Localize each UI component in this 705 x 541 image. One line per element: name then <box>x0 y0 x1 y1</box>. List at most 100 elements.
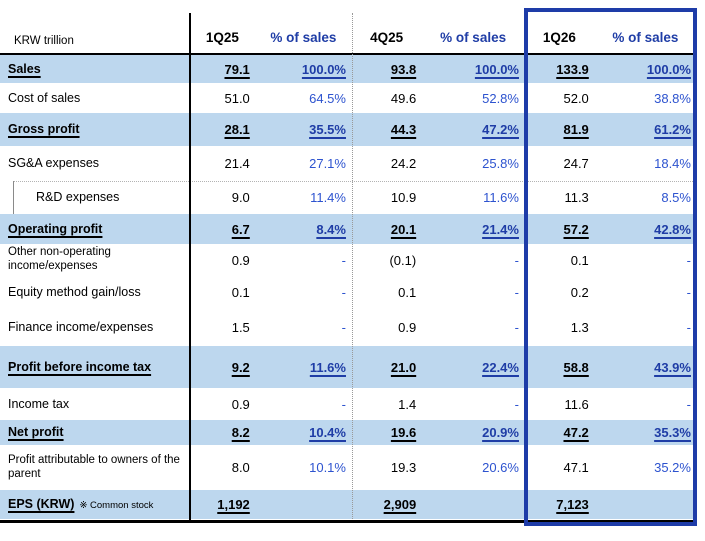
pct-of-sales-cell: - <box>341 396 346 412</box>
row-label: Equity method gain/loss <box>8 285 141 300</box>
pct-of-sales-cell: 64.5% <box>309 90 346 106</box>
value-cell: 47.1 <box>563 460 589 475</box>
pct-of-sales-cell: - <box>514 252 519 268</box>
sub-row-dotted-line <box>13 181 697 182</box>
value-cell: 28.1 <box>224 122 250 137</box>
pct-of-sales-cell: 22.4% <box>482 359 519 375</box>
pct-of-sales-cell: - <box>686 396 691 412</box>
table-row: Profit attributable to owners of the par… <box>0 445 697 490</box>
quarter-1q26-cells: 81.9 61.2% <box>525 113 697 146</box>
pct-of-sales-cell: 10.1% <box>309 460 346 475</box>
quarter-4q25-cells: 10.9 11.6% <box>352 181 525 214</box>
quarter-1q26-cells: 52.0 38.8% <box>525 83 697 113</box>
row-label: SG&A expenses <box>8 156 100 171</box>
pct-of-sales-header-4q25: % of sales <box>440 30 507 45</box>
row-label: Sales <box>8 61 41 76</box>
header-group-1q25: 1Q25 % of sales <box>190 0 352 53</box>
quarter-1q26-cells: 11.6 - <box>525 388 697 420</box>
pct-of-sales-cell: - <box>514 285 519 300</box>
pct-of-sales-cell: 100.0% <box>474 61 519 77</box>
value-cell: (0.1) <box>389 252 417 268</box>
value-cell: 24.7 <box>563 156 589 171</box>
pct-of-sales-cell: 38.8% <box>654 90 691 106</box>
table-row: R&D expenses 9.0 11.4% 10.9 11.6% 11.3 8.5% <box>0 181 697 214</box>
pct-of-sales-cell: 10.4% <box>309 425 346 440</box>
quarter-1q25-cells: 28.1 35.5% <box>190 113 352 146</box>
pct-of-sales-cell: 35.2% <box>654 460 691 475</box>
table-body: Sales 79.1 100.0% 93.8 100.0% 133.9 100.0% Cost… <box>0 55 697 519</box>
quarter-4q25-cells: 1.4 - <box>352 388 525 420</box>
quarter-1q25-cells: 6.7 8.4% <box>190 214 352 244</box>
quarter-1q25-cells: 1.5 - <box>190 309 352 346</box>
quarter-1q26-cells: 133.9 100.0% <box>525 55 697 83</box>
row-label: Cost of sales <box>8 90 81 105</box>
label-column-divider-line <box>189 13 191 521</box>
table-row: Finance income/expenses 1.5 - 0.9 - 1.3 - <box>0 309 697 346</box>
value-cell: 81.9 <box>563 122 589 137</box>
pct-of-sales-cell: 18.4% <box>654 156 691 171</box>
value-cell: 10.9 <box>390 190 417 205</box>
table-bottom-border <box>0 520 697 523</box>
pct-of-sales-cell: 100.0% <box>301 61 346 77</box>
pct-of-sales-cell: 20.9% <box>482 425 519 440</box>
value-cell: 79.1 <box>224 61 250 77</box>
quarter-group-divider-dotted-line <box>352 13 353 521</box>
row-label: Net profit <box>8 425 64 440</box>
quarter-1q25-cells: 51.0 64.5% <box>190 83 352 113</box>
pct-of-sales-cell: - <box>686 285 691 300</box>
value-cell: 19.3 <box>390 460 417 475</box>
value-cell: 8.0 <box>231 460 250 475</box>
pct-of-sales-cell: 61.2% <box>654 122 691 137</box>
quarter-4q25-cells: 2,909 <box>352 490 525 519</box>
pct-of-sales-cell: 21.4% <box>482 221 519 237</box>
quarter-1q25-cells: 9.2 11.6% <box>190 346 352 388</box>
value-cell: 0.9 <box>398 320 417 335</box>
table-row: Operating profit 6.7 8.4% 20.1 21.4% 57.2 42.8… <box>0 214 697 244</box>
quarter-4q25-cells: (0.1) - <box>352 244 525 276</box>
pct-of-sales-cell: 11.4% <box>310 190 346 205</box>
value-cell: 11.3 <box>564 190 589 205</box>
pct-of-sales-cell: - <box>514 396 519 412</box>
pct-of-sales-cell: 43.9% <box>654 359 691 375</box>
row-label: Operating profit <box>8 221 103 236</box>
value-cell: 9.0 <box>231 190 250 205</box>
row-label: R&D expenses <box>36 190 120 205</box>
table-row: Profit before income tax 9.2 11.6% 21.0 22.4… <box>0 346 697 388</box>
value-cell: 51.0 <box>224 90 250 106</box>
table-row: EPS (KRW) ※ Common stock 1,192 2,909 7,123 <box>0 490 697 519</box>
quarter-4q25-cells: 0.1 - <box>352 276 525 309</box>
table-row: Income tax 0.9 - 1.4 - 11.6 - <box>0 388 697 420</box>
value-cell: 8.2 <box>231 425 250 440</box>
pct-of-sales-cell: 100.0% <box>646 61 691 77</box>
table-row: Net profit 8.2 10.4% 19.6 20.9% 47.2 35.3% <box>0 420 697 445</box>
pct-of-sales-cell: 8.4% <box>316 221 346 237</box>
period-header-1q25: 1Q25 <box>205 30 239 45</box>
period-header-1q26: 1Q26 <box>542 30 576 45</box>
value-cell: 47.2 <box>563 425 589 440</box>
row-label: Profit attributable to owners of the par… <box>8 453 180 480</box>
quarter-1q25-cells: 8.2 10.4% <box>190 420 352 445</box>
quarter-4q25-cells: 93.8 100.0% <box>352 55 525 83</box>
pct-of-sales-cell: 20.6% <box>482 460 519 475</box>
quarter-4q25-cells: 19.6 20.9% <box>352 420 525 445</box>
value-cell: 52.0 <box>563 90 589 106</box>
quarter-1q26-cells: 58.8 43.9% <box>525 346 697 388</box>
quarter-4q25-cells: 49.6 52.8% <box>352 83 525 113</box>
value-cell: 49.6 <box>390 90 417 106</box>
quarter-1q26-cells: 11.3 8.5% <box>525 181 697 214</box>
value-cell: 20.1 <box>390 221 417 237</box>
value-cell: 93.8 <box>390 61 417 77</box>
pct-of-sales-cell: 47.2% <box>482 122 519 137</box>
pct-of-sales-cell: 35.3% <box>654 425 691 440</box>
pct-of-sales-cell: - <box>686 320 691 335</box>
header-group-4q25: 4Q25 % of sales <box>352 0 525 53</box>
value-cell: 133.9 <box>556 61 589 77</box>
pct-of-sales-cell: - <box>341 285 346 300</box>
pct-of-sales-cell: 11.6% <box>309 359 346 375</box>
pct-of-sales-cell: 11.6% <box>483 190 519 205</box>
pct-of-sales-cell: 42.8% <box>654 221 691 237</box>
value-cell: 7,123 <box>556 497 589 512</box>
value-cell: 0.9 <box>231 252 250 268</box>
pct-of-sales-cell: 25.8% <box>482 156 519 171</box>
pct-of-sales-cell: 8.5% <box>661 190 691 205</box>
